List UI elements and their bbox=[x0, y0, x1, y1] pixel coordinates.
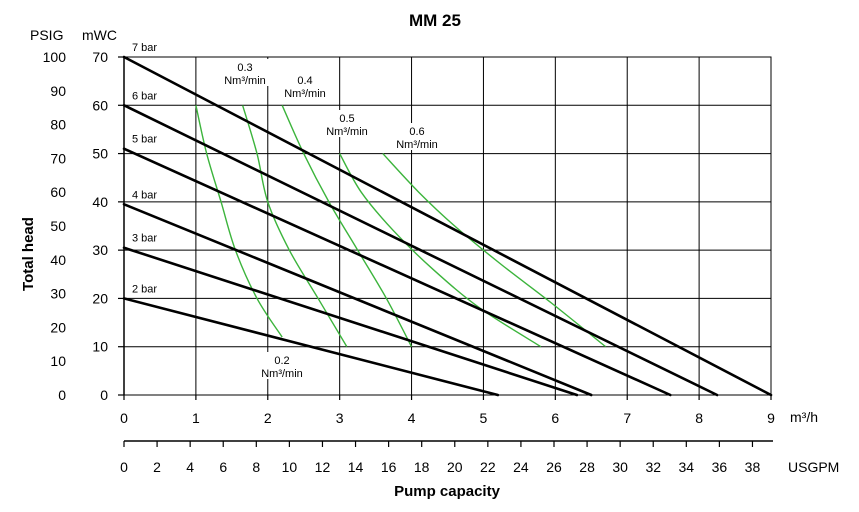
y-unit-right: mWC bbox=[82, 27, 117, 43]
air-curve-value: 0.4 bbox=[297, 75, 312, 87]
pressure-line-label: 3 bar bbox=[132, 233, 157, 245]
air-consumption-line bbox=[241, 105, 348, 348]
x-tick-label: 6 bbox=[551, 410, 559, 426]
y-tick-label-mwc: 20 bbox=[92, 290, 108, 306]
y-tick-label-mwc: 30 bbox=[92, 242, 108, 258]
x-tick-label: 2 bbox=[264, 410, 272, 426]
usgpm-tick-label: 32 bbox=[645, 459, 661, 475]
usgpm-tick-label: 36 bbox=[712, 459, 728, 475]
usgpm-tick-label: 26 bbox=[546, 459, 562, 475]
air-label-background bbox=[254, 352, 310, 379]
air-curve-value: 0.5 bbox=[339, 113, 354, 125]
y-tick-label-psig: 10 bbox=[50, 353, 66, 369]
air-label-background bbox=[277, 72, 333, 99]
usgpm-tick-label: 16 bbox=[381, 459, 397, 475]
pressure-line-label: 7 bar bbox=[132, 42, 157, 54]
pressure-line-label: 4 bar bbox=[132, 189, 157, 201]
x-unit-secondary: USGPM bbox=[788, 459, 839, 475]
usgpm-tick-label: 0 bbox=[120, 459, 128, 475]
x-tick-label: 4 bbox=[408, 410, 416, 426]
x-tick-label: 7 bbox=[623, 410, 631, 426]
chart-title: MM 25 bbox=[409, 11, 461, 30]
usgpm-tick-label: 10 bbox=[282, 459, 298, 475]
usgpm-tick-label: 28 bbox=[579, 459, 595, 475]
pressure-line bbox=[122, 55, 773, 397]
x-tick-label: 5 bbox=[480, 410, 488, 426]
y-tick-label-psig: 60 bbox=[50, 184, 66, 200]
air-consumption-line bbox=[195, 105, 283, 338]
y-tick-label-psig: 100 bbox=[43, 49, 67, 65]
y-tick-label-psig: 50 bbox=[50, 218, 66, 234]
pressure-line-label: 5 bar bbox=[132, 134, 157, 146]
y-tick-label-psig: 40 bbox=[50, 252, 66, 268]
y-unit-left: PSIG bbox=[30, 27, 63, 43]
x-tick-label: 9 bbox=[767, 410, 775, 426]
air-curve-unit: Nm³/min bbox=[224, 75, 266, 87]
usgpm-tick-label: 38 bbox=[745, 459, 761, 475]
usgpm-tick-label: 4 bbox=[186, 459, 194, 475]
y-tick-label-psig: 80 bbox=[50, 117, 66, 133]
y-tick-label-mwc: 50 bbox=[92, 146, 108, 162]
axes: 0 1 2 3 4 5 6 7 8 9010203040506070010203040506070… bbox=[43, 49, 775, 475]
pressure-line-label: 2 bar bbox=[132, 283, 157, 295]
x-tick-label: 3 bbox=[336, 410, 344, 426]
y-tick-label-mwc: 70 bbox=[92, 49, 108, 65]
air-curve-value: 0.3 bbox=[237, 62, 252, 74]
y-tick-label-psig: 30 bbox=[50, 286, 66, 302]
usgpm-tick-label: 8 bbox=[252, 459, 260, 475]
pressure-line bbox=[122, 202, 593, 397]
y-tick-label-psig: 70 bbox=[50, 150, 66, 166]
air-consumption-line bbox=[382, 153, 607, 348]
x-unit-primary: m³/h bbox=[790, 409, 818, 425]
usgpm-tick-label: 30 bbox=[612, 459, 628, 475]
x-axis-title: Pump capacity bbox=[394, 483, 501, 500]
usgpm-tick-label: 2 bbox=[153, 459, 161, 475]
air-curve-unit: Nm³/min bbox=[284, 88, 326, 100]
usgpm-tick-label: 20 bbox=[447, 459, 463, 475]
pressure-line bbox=[122, 297, 500, 397]
pressure-line bbox=[122, 103, 719, 397]
pressure-curves bbox=[122, 55, 773, 397]
air-curve-value: 0.6 bbox=[409, 126, 424, 138]
y-tick-label-mwc: 10 bbox=[92, 339, 108, 355]
y-tick-label-psig: 90 bbox=[50, 83, 66, 99]
usgpm-tick-label: 6 bbox=[219, 459, 227, 475]
usgpm-tick-label: 12 bbox=[315, 459, 331, 475]
air-curve-value: 0.2 bbox=[274, 355, 289, 367]
air-label-background bbox=[389, 123, 445, 150]
pressure-line bbox=[122, 246, 579, 397]
y-axis-title: Total head bbox=[20, 217, 37, 291]
usgpm-tick-label: 22 bbox=[480, 459, 496, 475]
usgpm-tick-label: 34 bbox=[679, 459, 695, 475]
air-label-background bbox=[319, 110, 375, 137]
x-tick-label: 0 bbox=[120, 410, 128, 426]
y-tick-label-psig: 20 bbox=[50, 319, 66, 335]
grid bbox=[123, 56, 772, 396]
air-curve-unit: Nm³/min bbox=[396, 139, 438, 151]
x-tick-label: 1 bbox=[192, 410, 200, 426]
air-curve-unit: Nm³/min bbox=[261, 368, 303, 380]
x-tick-label: 8 bbox=[695, 410, 703, 426]
y-tick-label-mwc: 40 bbox=[92, 194, 108, 210]
pressure-line-label: 6 bar bbox=[132, 90, 157, 102]
usgpm-tick-label: 14 bbox=[348, 459, 364, 475]
y-tick-label-mwc: 0 bbox=[100, 387, 108, 403]
usgpm-tick-label: 18 bbox=[414, 459, 430, 475]
air-label-background bbox=[217, 59, 273, 86]
usgpm-tick-label: 24 bbox=[513, 459, 529, 475]
pressure-line bbox=[122, 147, 672, 397]
y-tick-label-psig: 0 bbox=[58, 387, 66, 403]
y-tick-label-mwc: 60 bbox=[92, 97, 108, 113]
air-curve-unit: Nm³/min bbox=[326, 126, 368, 138]
